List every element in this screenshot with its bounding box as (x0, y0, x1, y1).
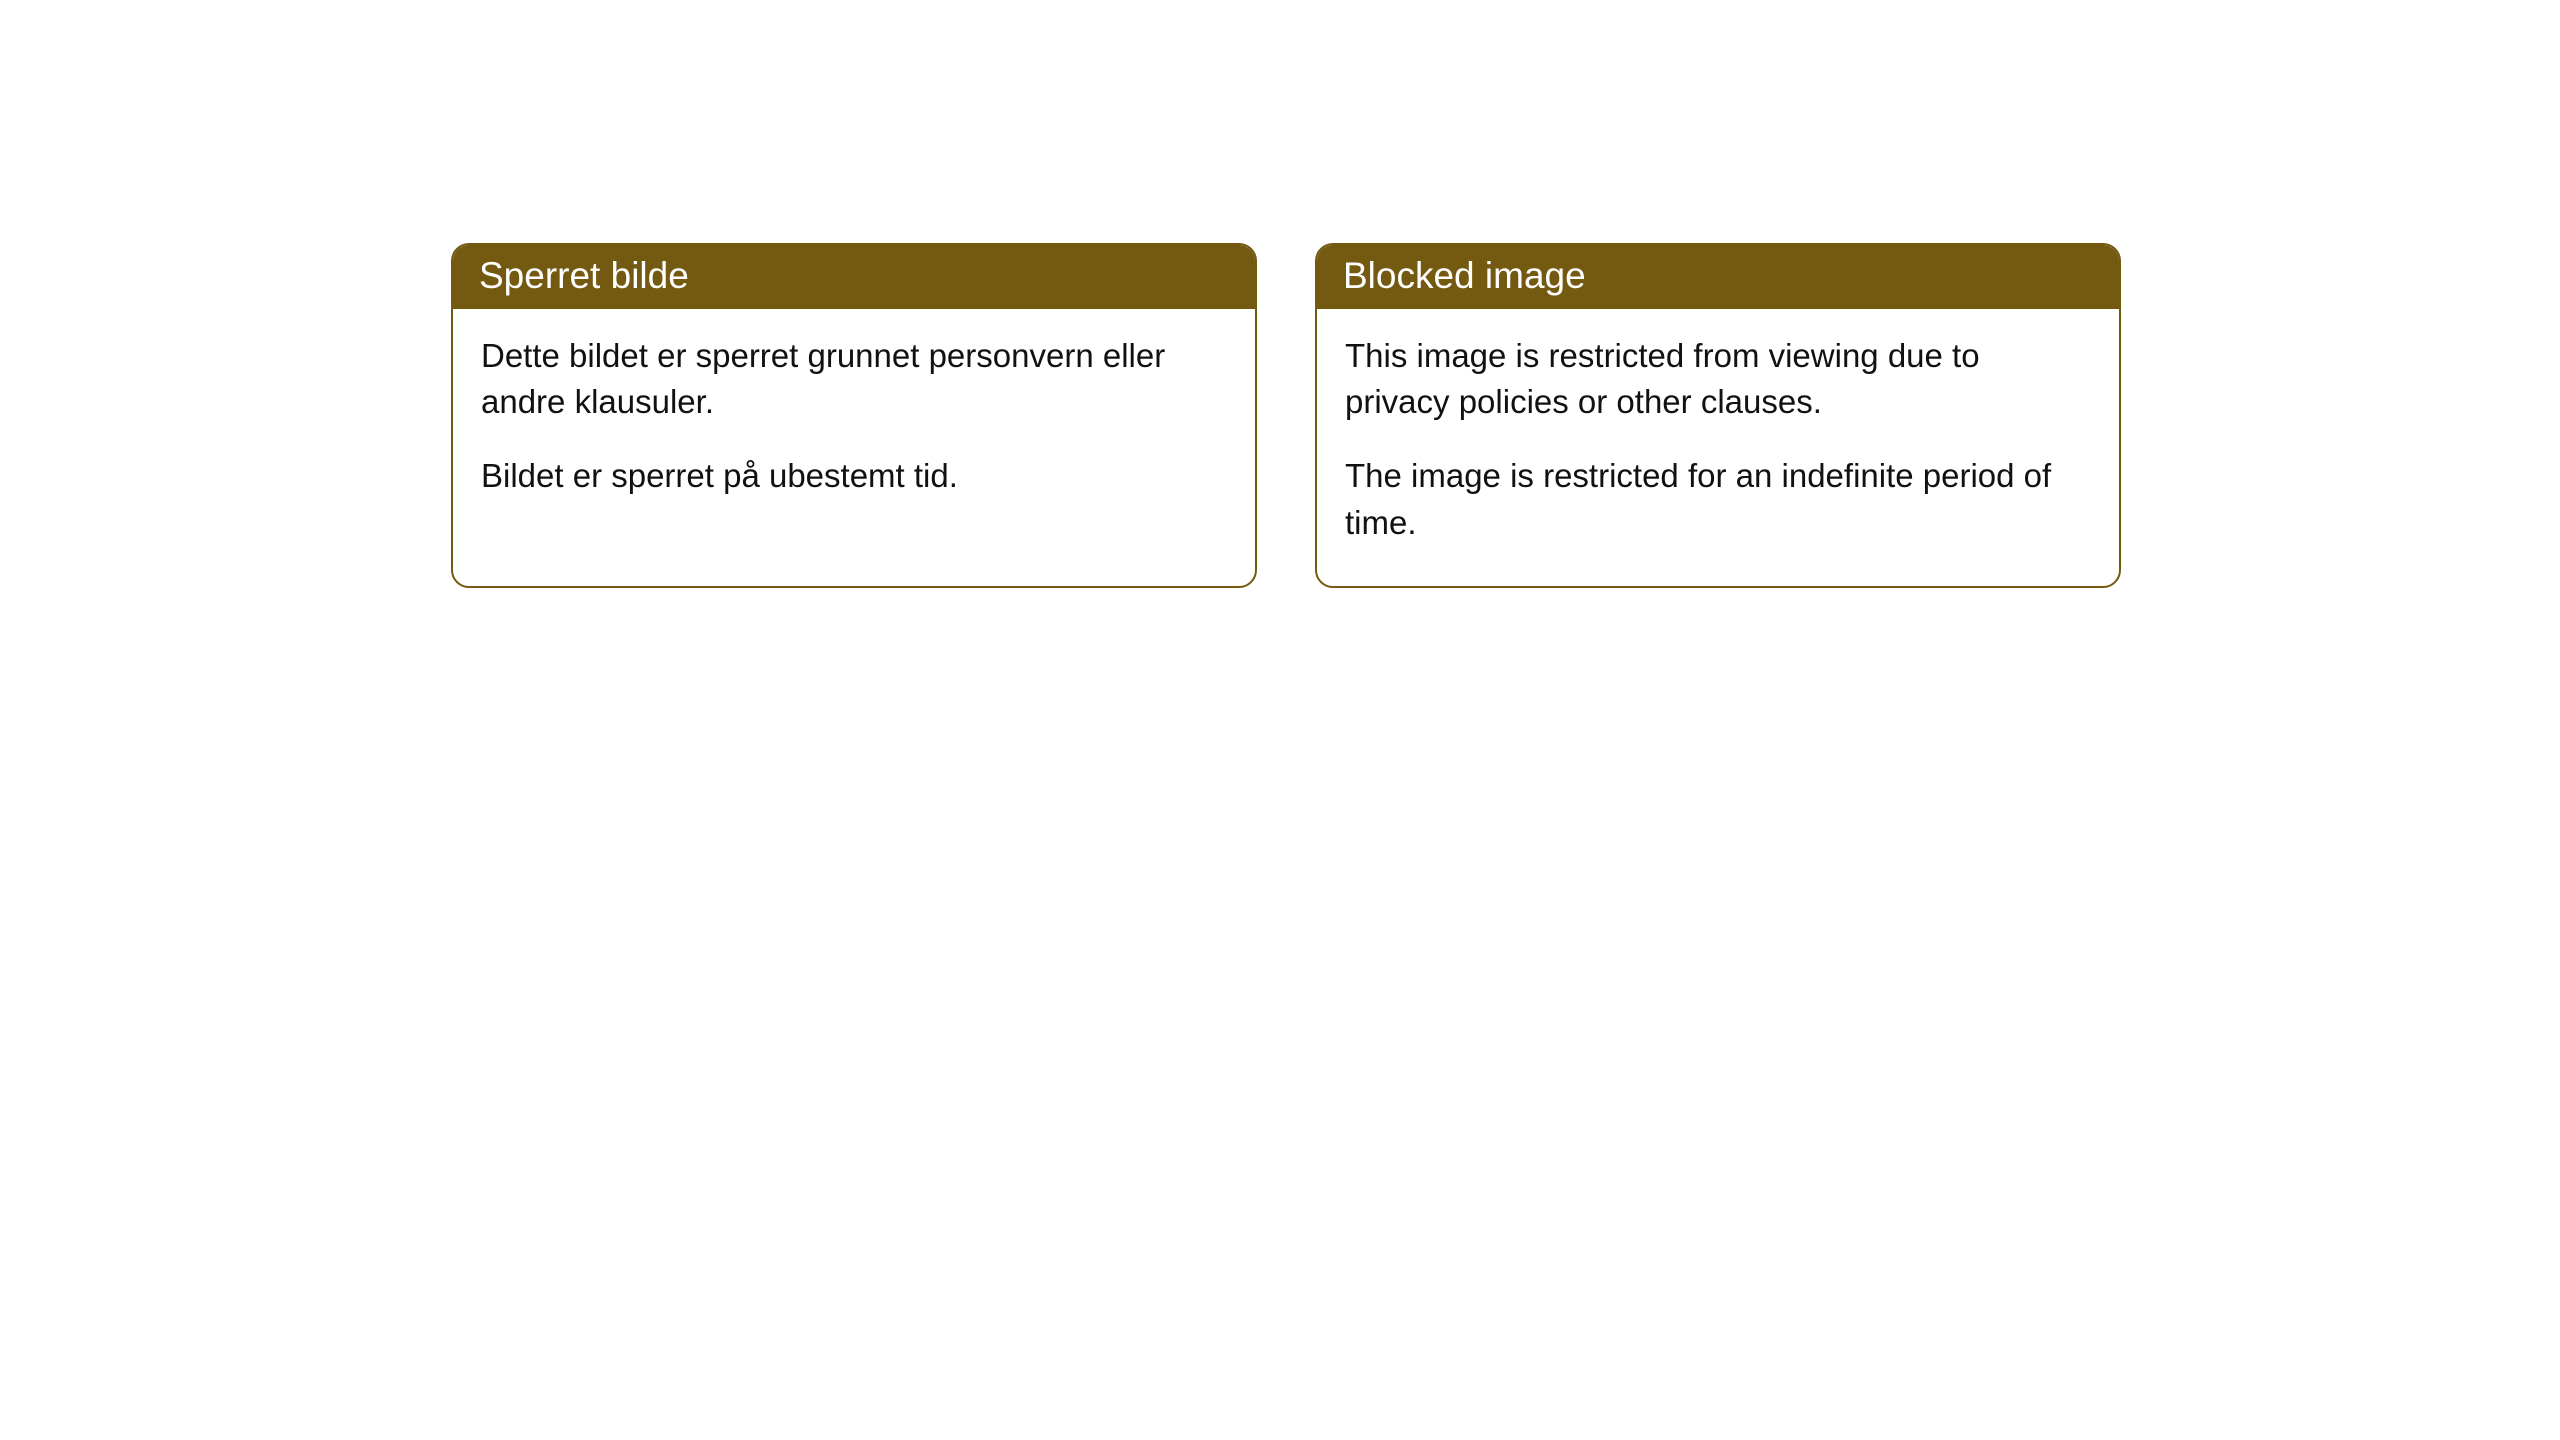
card-header-norwegian: Sperret bilde (453, 245, 1255, 309)
card-body-norwegian: Dette bildet er sperret grunnet personve… (453, 309, 1255, 540)
blocked-image-card-norwegian: Sperret bilde Dette bildet er sperret gr… (451, 243, 1257, 588)
card-body-english: This image is restricted from viewing du… (1317, 309, 2119, 586)
card-paragraph: Bildet er sperret på ubestemt tid. (481, 453, 1227, 499)
card-paragraph: The image is restricted for an indefinit… (1345, 453, 2091, 545)
notice-cards-container: Sperret bilde Dette bildet er sperret gr… (451, 243, 2121, 588)
card-paragraph: This image is restricted from viewing du… (1345, 333, 2091, 425)
blocked-image-card-english: Blocked image This image is restricted f… (1315, 243, 2121, 588)
card-header-english: Blocked image (1317, 245, 2119, 309)
card-paragraph: Dette bildet er sperret grunnet personve… (481, 333, 1227, 425)
